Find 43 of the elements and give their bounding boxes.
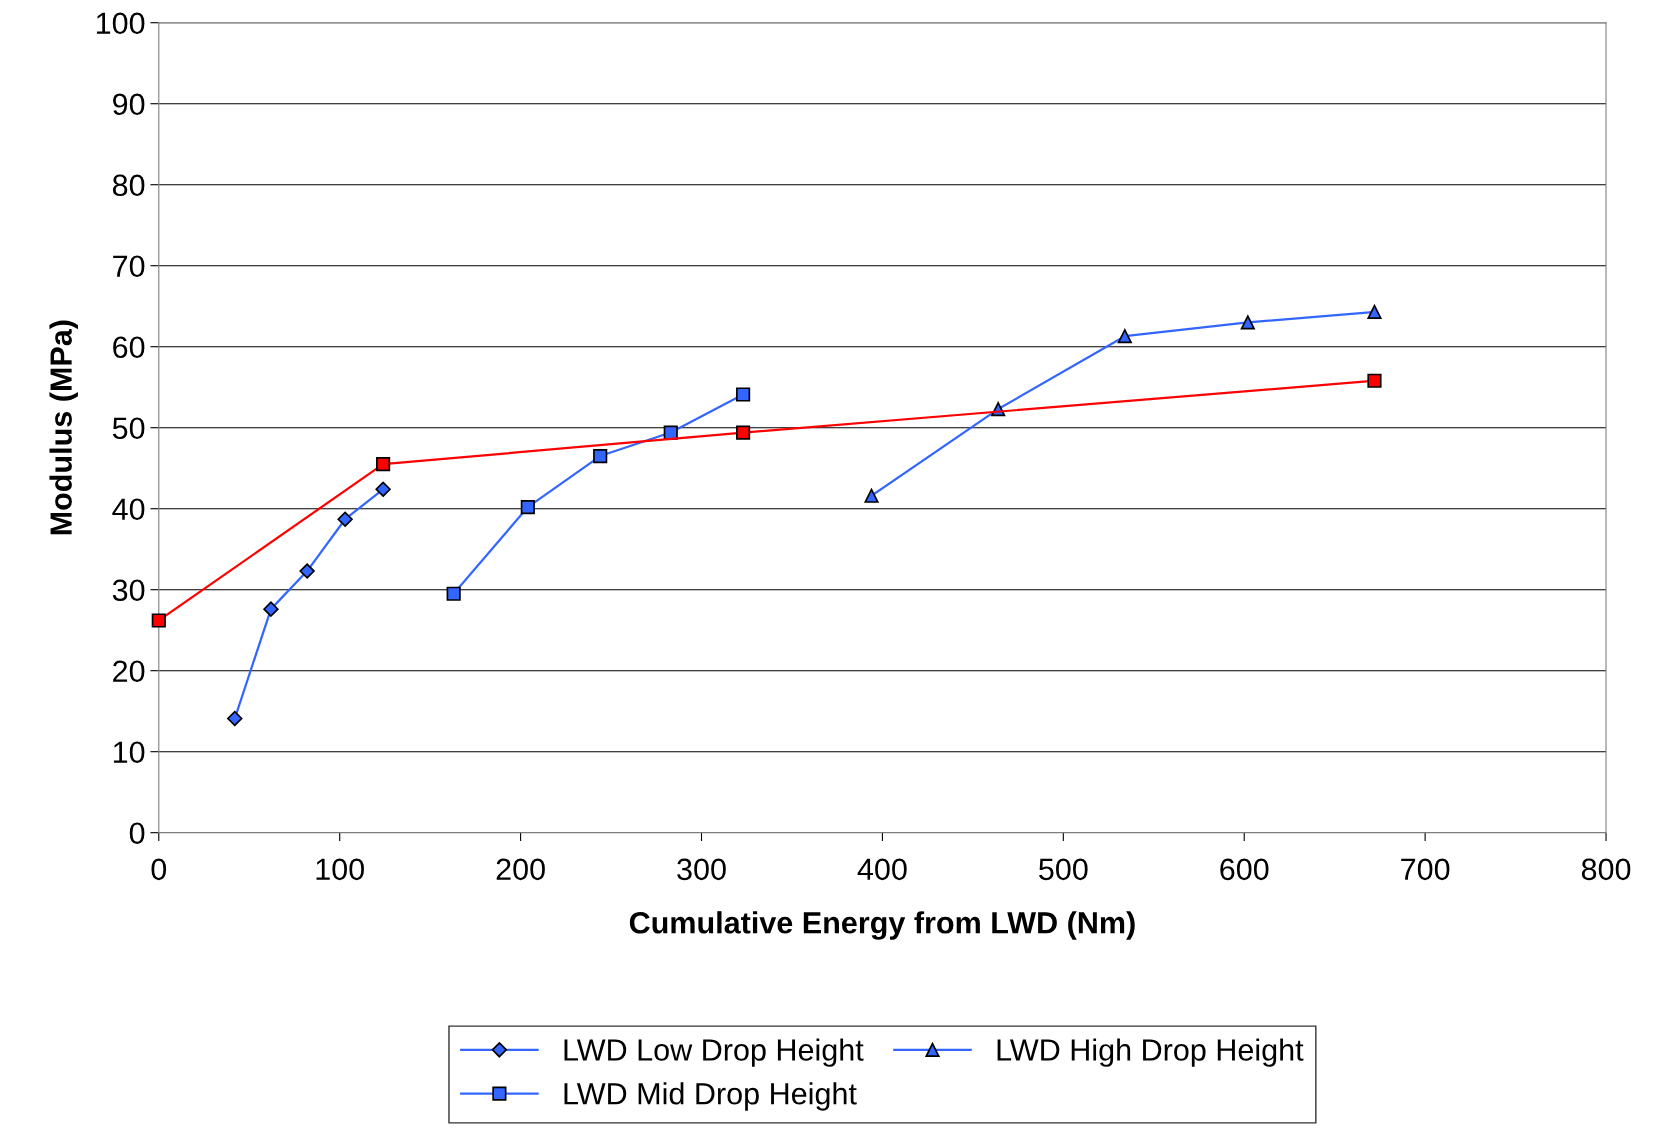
point: [227, 710, 243, 727]
y-tick-label: 60: [113, 336, 145, 359]
y-tick-label: 20: [113, 660, 145, 683]
point: [736, 387, 751, 402]
point: [663, 425, 678, 440]
y-tick-label: 40: [112, 498, 145, 521]
point: [151, 613, 166, 628]
point: [520, 499, 535, 515]
point: [864, 488, 879, 503]
point: [593, 448, 608, 464]
point: [1117, 329, 1132, 344]
x-tick-label: 800: [1581, 858, 1631, 881]
point: [1367, 304, 1382, 319]
point: [299, 563, 315, 579]
legend-label: LWD Mid Drop Height: [564, 1082, 857, 1111]
y-tick-label: 10: [113, 741, 145, 764]
x-tick-label: 700: [1401, 858, 1450, 881]
y-tick-label: 0: [129, 822, 145, 845]
point: [1367, 373, 1382, 388]
y-tick-label: 90: [113, 93, 145, 116]
legend-label: LWD Low Drop Height: [564, 1038, 864, 1067]
legend-label: LWD High Drop Height: [997, 1038, 1304, 1067]
x-tick-label: 600: [1220, 858, 1269, 881]
point: [263, 601, 279, 617]
point: [446, 586, 461, 601]
y-tick-label: 50: [112, 417, 145, 440]
y-tick-label: 80: [112, 174, 145, 197]
x-tick-label: 0: [151, 858, 167, 881]
point: [376, 457, 391, 472]
point: [337, 511, 353, 527]
y-tick-label: 100: [96, 12, 145, 35]
x-tick-label: 500: [1039, 858, 1088, 881]
point: [375, 481, 391, 497]
x-tick-label: 400: [857, 858, 907, 881]
x-tick-label: 200: [496, 858, 545, 881]
y-tick-label: 30: [112, 579, 145, 602]
x-tick-label: 100: [316, 858, 364, 881]
x-tick-label: 300: [677, 858, 726, 881]
point: [1240, 315, 1255, 330]
x-axis-title: Cumulative Energy from LWD (Nm): [629, 911, 1135, 940]
point: [736, 425, 751, 440]
y-axis-title: Modulus (MPa): [49, 320, 78, 535]
y-tick-label: 70: [113, 255, 145, 278]
